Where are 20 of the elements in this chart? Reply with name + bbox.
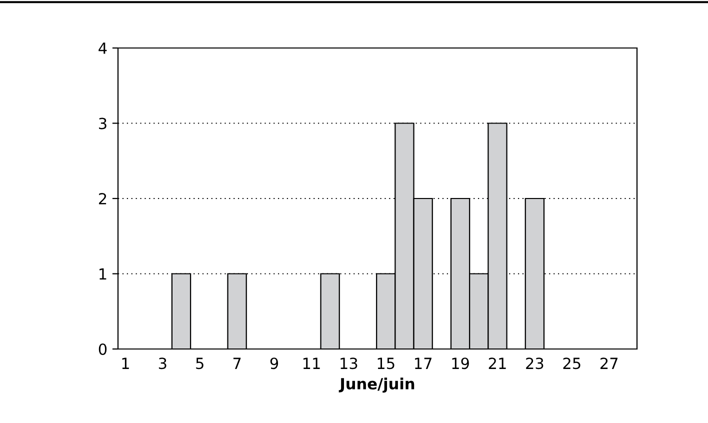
x-tick-label: 27 [600,358,618,369]
x-axis-title: June/juin [338,378,414,393]
x-tick-label: 7 [233,358,241,369]
x-tick-label: 9 [270,358,278,370]
y-tick-label: 0 [98,343,107,356]
x-tick-label: 3 [158,358,166,370]
x-tick-label: 5 [196,358,204,370]
x-tick-label: 19 [452,358,469,370]
x-tick-label: 13 [340,358,358,370]
x-tick-label: 15 [378,358,394,370]
x-tick-label: 17 [415,358,432,369]
x-tick-label: 23 [526,358,544,370]
y-tick-label: 3 [99,118,106,130]
y-tick-label: 1 [100,268,106,280]
x-tick-label: 25 [563,358,580,370]
x-tick-label: 11 [303,358,320,369]
y-tick-label: 4 [98,42,107,54]
y-tick-label: 2 [98,192,106,204]
x-tick-label: 1 [122,358,129,369]
x-tick-label: 21 [488,358,506,369]
